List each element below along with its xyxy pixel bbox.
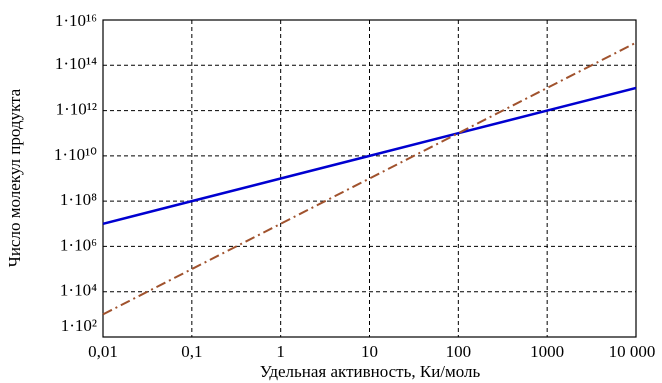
x-tick-label: 1 xyxy=(276,342,285,361)
y-tick-label: 1·10¹⁶ xyxy=(55,11,97,30)
x-tick-label: 1000 xyxy=(530,342,564,361)
y-tick-label: 1·10¹⁰ xyxy=(54,145,97,164)
x-tick-label: 100 xyxy=(446,342,472,361)
series-line xyxy=(102,86,637,225)
y-tick-label: 1·10¹⁴ xyxy=(55,54,97,73)
x-axis-label: Удельная активность, Ки/моль xyxy=(260,362,481,381)
x-tick-label: 0,1 xyxy=(181,342,202,361)
y-tick-label: 1·10⁴ xyxy=(60,281,97,300)
y-axis-label: Число молекул продукта xyxy=(5,88,24,267)
y-tick-label: 1·10¹² xyxy=(56,99,97,118)
x-tick-label: 10 000 xyxy=(609,342,656,361)
x-tick-label: 10 xyxy=(361,342,378,361)
y-tick-label: 1·10⁸ xyxy=(60,190,97,209)
y-tick-label: 1·10² xyxy=(61,316,97,335)
x-tick-label: 0,01 xyxy=(88,342,118,361)
y-tick-label: 1·10⁶ xyxy=(60,235,97,254)
